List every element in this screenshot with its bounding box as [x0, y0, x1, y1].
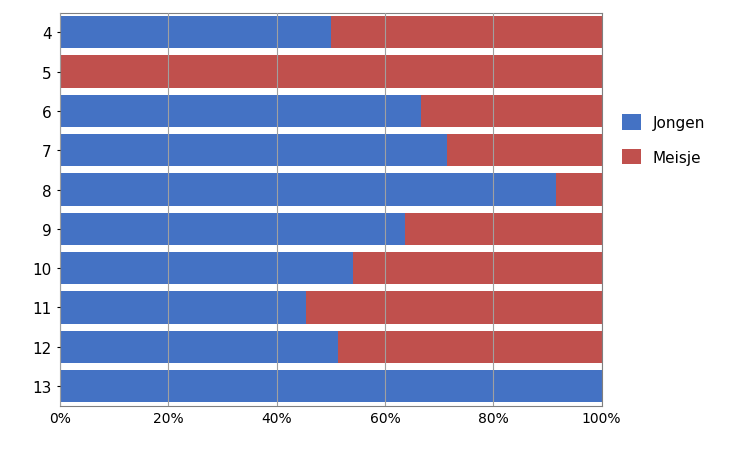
Bar	[60, 17, 331, 49]
Bar	[60, 96, 421, 128]
Bar	[60, 331, 338, 363]
Bar	[60, 253, 353, 285]
Bar	[60, 213, 405, 245]
Legend: Jongen, Meisje: Jongen, Meisje	[614, 107, 713, 173]
Bar	[331, 17, 602, 49]
Bar	[353, 253, 602, 285]
Bar	[306, 292, 602, 324]
Bar	[60, 174, 556, 206]
Bar	[405, 213, 602, 245]
Bar	[60, 370, 602, 402]
Bar	[421, 96, 602, 128]
Bar	[556, 174, 602, 206]
Bar	[338, 331, 602, 363]
Bar	[447, 135, 602, 167]
Bar	[60, 292, 306, 324]
Bar	[60, 135, 447, 167]
Bar	[60, 56, 602, 88]
